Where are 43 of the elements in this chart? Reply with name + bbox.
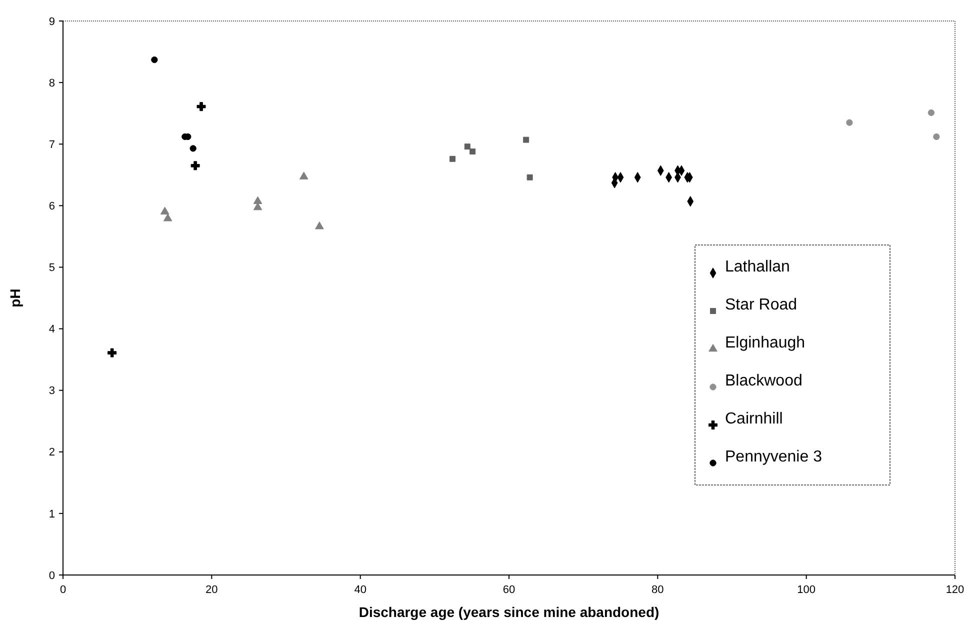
- point: [190, 145, 196, 152]
- y-tick-label: 5: [48, 262, 55, 274]
- y-axis-title: pH: [7, 288, 23, 308]
- x-tick-label: 40: [354, 584, 366, 596]
- point: [933, 133, 940, 140]
- y-tick-label: 7: [48, 138, 55, 151]
- x-tick-label: 100: [797, 584, 816, 596]
- point: [190, 161, 200, 170]
- x-tick-label: 60: [502, 584, 516, 596]
- point: [196, 102, 206, 112]
- point: [526, 174, 533, 180]
- point: [450, 156, 456, 162]
- legend-label: Lathallan: [725, 258, 790, 276]
- y-tick-label: 8: [48, 77, 55, 90]
- point: [160, 206, 170, 214]
- x-tick-label: 20: [206, 584, 218, 596]
- y-tick-label: 3: [48, 385, 55, 398]
- y-tick-label: 4: [48, 324, 55, 336]
- legend-label: Pennyvenie 3: [725, 448, 822, 466]
- x-tick-label: 0: [60, 584, 66, 596]
- legend-label: Elginhaugh: [725, 334, 806, 352]
- point: [299, 172, 308, 180]
- point: [151, 56, 158, 64]
- point: [846, 119, 853, 126]
- point: [470, 148, 476, 154]
- x-tick-label: 120: [946, 584, 964, 596]
- y-tick-label: 1: [48, 508, 55, 520]
- x-axis-title: Discharge age (years since mine abandoned): [358, 604, 660, 620]
- point: [464, 144, 470, 150]
- y-tick-label: 9: [48, 16, 55, 28]
- x-tick-label: 80: [652, 584, 664, 596]
- point: [928, 109, 935, 116]
- point: [315, 222, 324, 230]
- point: [253, 196, 262, 204]
- y-tick-label: 0: [48, 570, 55, 582]
- legend-label: Cairnhill: [725, 410, 783, 428]
- point: [163, 214, 172, 222]
- y-tick-label: 6: [48, 200, 55, 213]
- legend-label: Blackwood: [725, 372, 802, 390]
- y-tick-label: 2: [48, 446, 55, 459]
- point: [523, 136, 530, 143]
- point: [108, 348, 117, 358]
- legend-label: Star Road: [725, 296, 798, 314]
